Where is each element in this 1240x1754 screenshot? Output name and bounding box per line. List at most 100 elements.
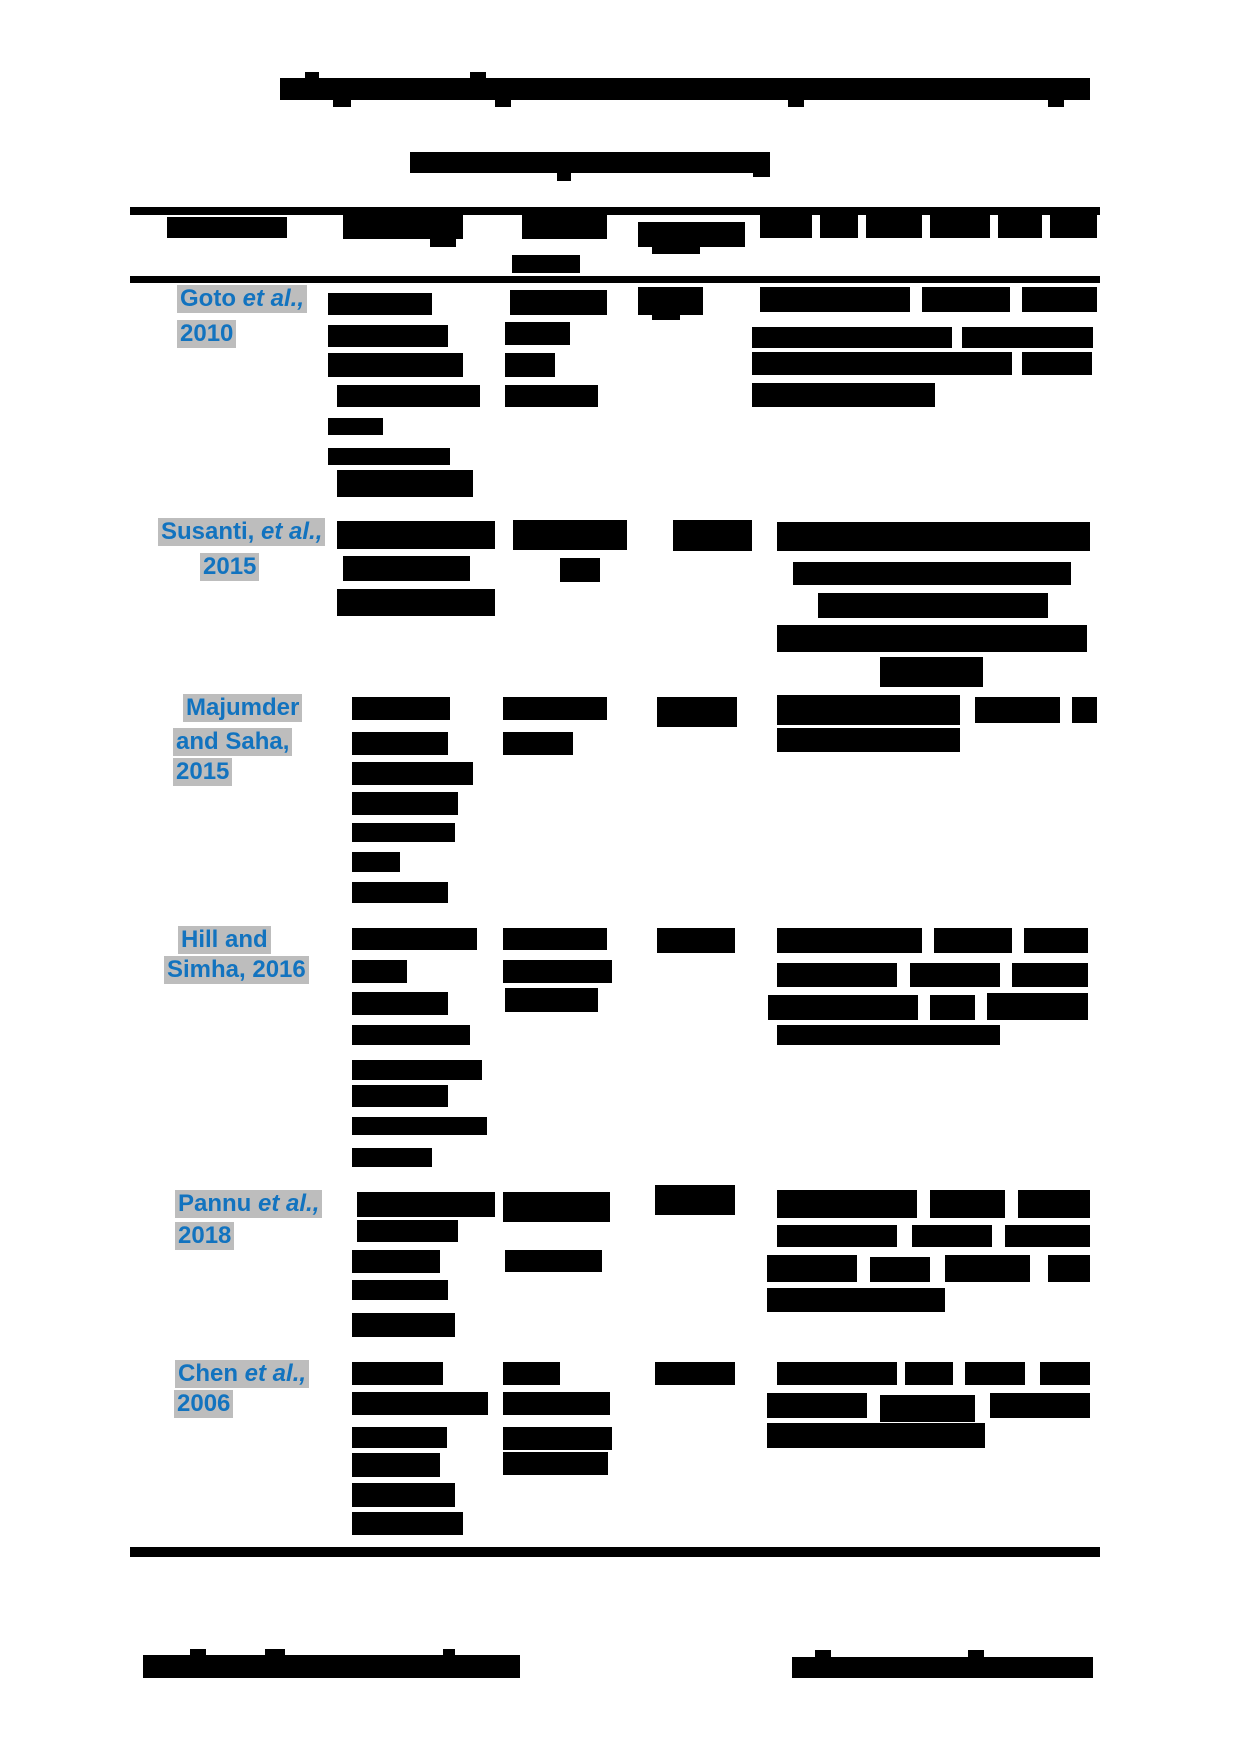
- redacted-text-block-row1: [505, 353, 555, 377]
- reference-link[interactable]: Pannu et al.,: [175, 1190, 323, 1218]
- redacted-text-block-row2: [337, 589, 495, 616]
- redacted-text-block-running_head: [305, 72, 319, 78]
- reference-link-text: 2015: [176, 758, 230, 785]
- reference-link[interactable]: 2015: [200, 553, 260, 581]
- redacted-text-block-row4: [352, 1060, 482, 1080]
- redacted-text-block-row3: [352, 792, 458, 815]
- redacted-text-block-row3: [352, 852, 400, 872]
- redacted-text-block-row1: [505, 385, 598, 407]
- redacted-text-block-row5: [505, 1250, 602, 1272]
- redacted-text-block-row4: [352, 928, 477, 950]
- redacted-text-block-running_head: [470, 72, 486, 78]
- redacted-text-block-row4: [352, 960, 407, 983]
- redacted-text-block-row3: [503, 697, 607, 720]
- table-rule-top: [130, 207, 1100, 215]
- reference-link-text: Hill and: [181, 926, 268, 953]
- redacted-text-block-row6: [352, 1512, 463, 1535]
- redacted-text-block-table_header: [343, 215, 463, 239]
- redacted-text-block-row4: [352, 1025, 470, 1045]
- redacted-text-block-row5: [1018, 1190, 1090, 1218]
- redacted-text-block-row3: [777, 695, 960, 725]
- reference-link-text: et al.,: [261, 518, 323, 545]
- redacted-text-block-row1: [328, 293, 432, 315]
- redacted-text-block-row2: [880, 657, 983, 687]
- reference-link[interactable]: 2010: [177, 320, 237, 348]
- redacted-text-block-row4: [352, 1117, 487, 1135]
- redacted-text-block-row1: [328, 325, 448, 347]
- redacted-text-block-table_header: [638, 222, 745, 247]
- redacted-text-block-row1: [328, 418, 383, 435]
- reference-link[interactable]: 2006: [174, 1390, 234, 1418]
- redacted-text-block-row5: [777, 1225, 897, 1247]
- reference-link[interactable]: Hill and: [178, 926, 271, 954]
- redacted-text-block-row5: [352, 1280, 448, 1300]
- redacted-text-block-row6: [990, 1393, 1090, 1418]
- reference-link-text: Goto: [180, 285, 243, 312]
- redacted-text-block-row1: [752, 352, 1012, 375]
- redacted-text-block-row2: [818, 593, 1048, 618]
- redacted-text-block-row6: [352, 1453, 440, 1477]
- redacted-text-block-row4: [777, 963, 897, 987]
- redacted-text-block-row6: [352, 1392, 488, 1415]
- redacted-text-block-running_head: [1048, 100, 1064, 107]
- reference-link-text: 2015: [203, 553, 257, 580]
- redacted-text-block-table_header: [930, 208, 990, 238]
- redacted-text-block-row1: [922, 287, 1010, 312]
- redacted-text-block-row2: [793, 562, 1071, 585]
- redacted-text-block-footer: [968, 1650, 984, 1657]
- reference-link[interactable]: Chen et al.,: [175, 1360, 310, 1388]
- redacted-text-block-row6: [503, 1362, 560, 1385]
- redacted-text-block-row2: [673, 520, 752, 551]
- redacted-text-block-row1: [962, 327, 1093, 348]
- reference-link[interactable]: 2015: [173, 758, 233, 786]
- redacted-text-block-running_head: [495, 100, 511, 107]
- redacted-text-block-row3: [657, 697, 737, 727]
- reference-link[interactable]: and Saha,: [173, 728, 293, 756]
- redacted-text-block-row2: [560, 558, 600, 582]
- redacted-text-block-row5: [503, 1192, 610, 1222]
- redacted-text-block-table_header: [760, 208, 812, 238]
- redacted-text-block-row1: [752, 383, 935, 407]
- redacted-text-block-row4: [910, 963, 1000, 987]
- redacted-text-block-running_head: [788, 100, 804, 107]
- redacted-text-block-table_caption: [557, 173, 571, 181]
- reference-link[interactable]: Simha, 2016: [164, 956, 309, 984]
- redacted-text-block-row5: [1005, 1225, 1090, 1247]
- redacted-text-block-row6: [965, 1362, 1025, 1385]
- redacted-text-block-row5: [655, 1185, 735, 1215]
- redacted-text-block-row4: [352, 1148, 432, 1167]
- redacted-text-block-row1: [328, 448, 450, 465]
- reference-link-text: 2006: [177, 1390, 231, 1417]
- reference-link-text: and Saha,: [176, 728, 290, 755]
- table-rule-bottom: [130, 1547, 1100, 1557]
- redacted-text-block-row1: [328, 353, 463, 377]
- redacted-text-block-row6: [352, 1362, 443, 1385]
- reference-link[interactable]: Susanti, et al.,: [158, 518, 326, 546]
- redacted-text-block-row5: [930, 1190, 1005, 1218]
- redacted-text-block-footer: [443, 1649, 455, 1655]
- redacted-text-block-row1: [652, 313, 680, 320]
- redacted-text-block-row1: [505, 322, 570, 345]
- reference-link-text: et al.,: [244, 1360, 307, 1387]
- redacted-text-block-row5: [352, 1250, 440, 1273]
- table-rule-header-bottom: [130, 276, 1100, 283]
- redacted-text-block-row4: [1012, 963, 1088, 987]
- redacted-text-block-row5: [352, 1313, 455, 1337]
- redacted-text-block-row6: [503, 1452, 608, 1475]
- redacted-text-block-row6: [880, 1395, 975, 1422]
- reference-link[interactable]: 2018: [175, 1222, 235, 1250]
- redacted-text-block-row2: [777, 625, 1087, 652]
- redacted-text-block-row5: [357, 1220, 458, 1242]
- redacted-text-block-footer: [792, 1657, 1093, 1678]
- reference-link[interactable]: Goto et al.,: [177, 285, 308, 313]
- redacted-text-block-row6: [655, 1362, 735, 1385]
- redacted-text-block-row6: [767, 1393, 867, 1418]
- redacted-text-block-row5: [767, 1288, 945, 1312]
- redacted-text-block-row4: [987, 993, 1088, 1020]
- redacted-text-block-row1: [752, 327, 952, 348]
- redacted-text-block-row2: [513, 520, 627, 550]
- reference-link[interactable]: Majumder: [183, 694, 303, 722]
- redacted-text-block-table_header: [512, 255, 580, 273]
- redacted-text-block-row4: [503, 928, 607, 950]
- redacted-text-block-row3: [352, 732, 448, 755]
